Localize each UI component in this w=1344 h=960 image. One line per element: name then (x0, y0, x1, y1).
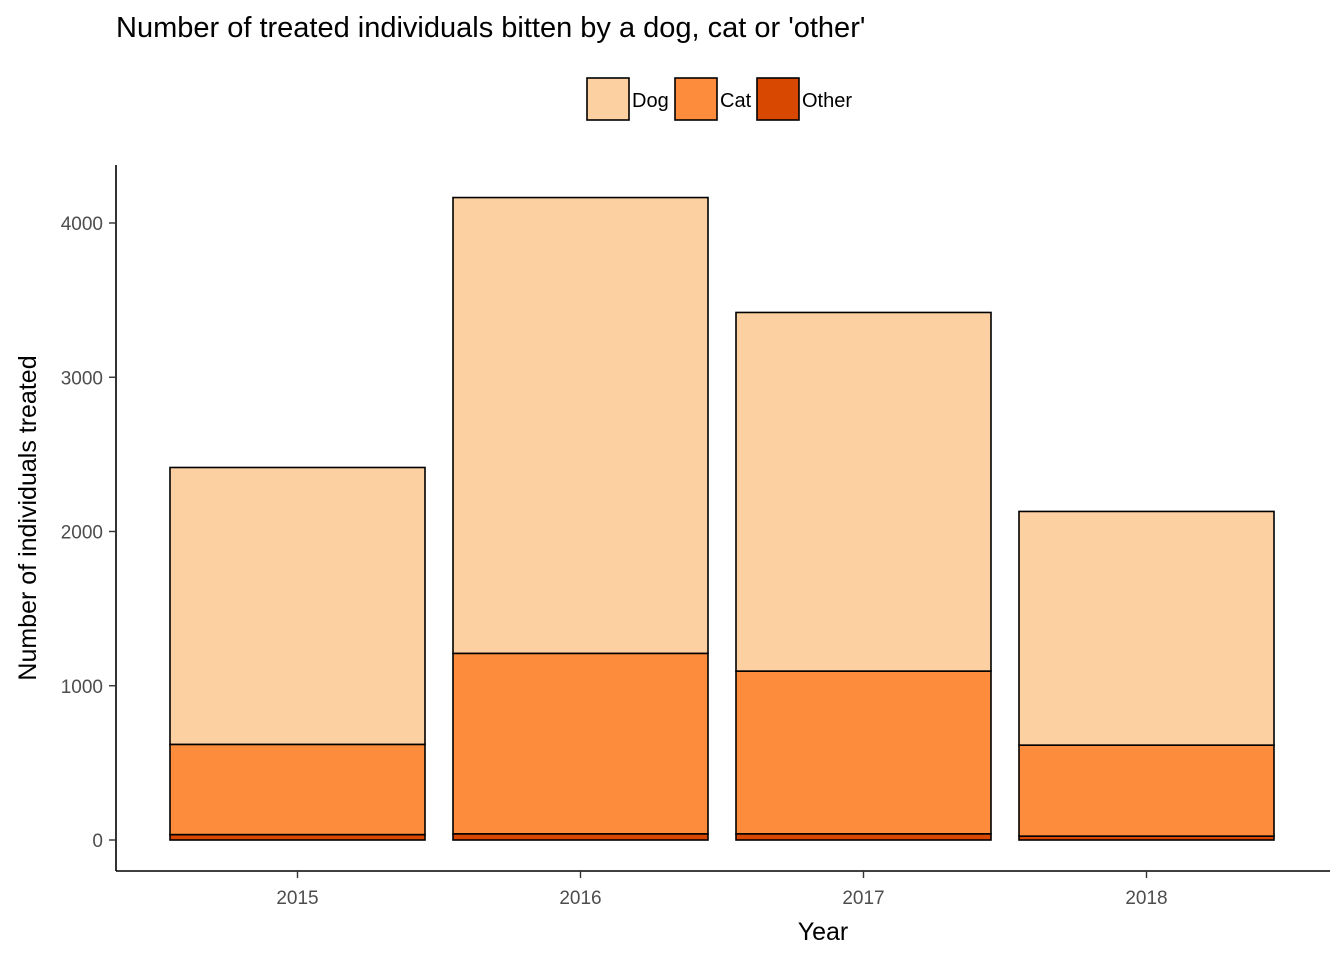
legend-swatch-dog (586, 77, 630, 121)
bar-other-2016 (452, 833, 709, 841)
x-ticks: 2015 2016 2017 2018 (276, 871, 1168, 909)
legend-swatch-other (756, 77, 800, 121)
axes (115, 165, 1330, 872)
x-tick-label: 2018 (1125, 888, 1167, 909)
legend-label-dog: Dog (632, 90, 669, 112)
y-tick-label: 4000 (61, 214, 103, 235)
y-tick-label: 3000 (61, 368, 103, 389)
x-axis-title: Year (798, 918, 849, 946)
x-tick-label: 2016 (559, 888, 601, 909)
bar-other-2015 (169, 833, 426, 841)
bars (169, 196, 1275, 841)
y-tick-label: 1000 (61, 677, 103, 698)
bar-cat-2015 (169, 743, 426, 836)
x-tick-label: 2017 (842, 888, 884, 909)
chart-title: Number of treated individuals bitten by … (116, 12, 866, 44)
y-axis-title: Number of individuals treated (14, 355, 42, 680)
legend: Dog Cat Other (586, 77, 852, 121)
bar-dog-2017 (735, 311, 992, 672)
y-tick-label: 2000 (61, 523, 103, 544)
bar-cat-2017 (735, 670, 992, 835)
legend-label-other: Other (802, 90, 852, 112)
legend-swatch-cat (674, 77, 718, 121)
bar-dog-2018 (1018, 510, 1275, 746)
legend-label-cat: Cat (720, 90, 752, 112)
bar-cat-2018 (1018, 744, 1275, 837)
y-tick-label: 0 (92, 831, 103, 852)
bar-dog-2015 (169, 466, 426, 746)
x-tick-label: 2015 (276, 888, 318, 909)
bar-other-2017 (735, 833, 992, 841)
bar-cat-2016 (452, 652, 709, 835)
y-ticks: 0 1000 2000 3000 4000 (61, 214, 116, 852)
bar-dog-2016 (452, 196, 709, 655)
